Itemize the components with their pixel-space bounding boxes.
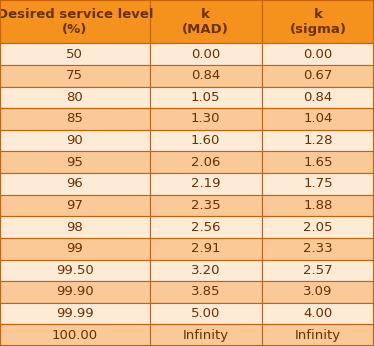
Text: 2.35: 2.35	[191, 199, 221, 212]
Text: 1.65: 1.65	[303, 156, 332, 169]
Text: 2.19: 2.19	[191, 177, 220, 190]
Text: 0.00: 0.00	[191, 47, 220, 61]
Text: 99.50: 99.50	[56, 264, 94, 277]
Text: 2.57: 2.57	[303, 264, 333, 277]
Bar	[150, 216, 262, 238]
Bar	[0, 238, 150, 260]
Bar	[262, 325, 374, 346]
Text: 0.67: 0.67	[303, 69, 332, 82]
Bar	[150, 108, 262, 130]
Text: 2.05: 2.05	[303, 220, 332, 234]
Bar	[0, 173, 150, 194]
Bar	[150, 0, 262, 43]
Text: 99: 99	[67, 242, 83, 255]
Bar	[0, 281, 150, 303]
Text: 2.91: 2.91	[191, 242, 220, 255]
Bar	[150, 43, 262, 65]
Text: Infinity: Infinity	[183, 329, 229, 342]
Bar	[0, 108, 150, 130]
Bar	[150, 303, 262, 325]
Text: 99.90: 99.90	[56, 285, 94, 299]
Bar	[150, 194, 262, 216]
Text: 0.84: 0.84	[191, 69, 220, 82]
Text: 75: 75	[66, 69, 83, 82]
Text: 2.33: 2.33	[303, 242, 333, 255]
Bar	[262, 216, 374, 238]
Text: 1.60: 1.60	[191, 134, 220, 147]
Text: 97: 97	[66, 199, 83, 212]
Bar	[0, 260, 150, 281]
Text: 98: 98	[67, 220, 83, 234]
Text: 3.20: 3.20	[191, 264, 220, 277]
Bar	[262, 108, 374, 130]
Bar	[0, 325, 150, 346]
Bar	[262, 152, 374, 173]
Bar	[262, 194, 374, 216]
Text: 5.00: 5.00	[191, 307, 220, 320]
Text: k
(MAD): k (MAD)	[182, 8, 229, 36]
Bar	[150, 130, 262, 152]
Bar	[150, 65, 262, 86]
Bar	[0, 130, 150, 152]
Text: 1.30: 1.30	[191, 112, 220, 126]
Text: 50: 50	[66, 47, 83, 61]
Bar	[150, 173, 262, 194]
Bar	[262, 86, 374, 108]
Text: 96: 96	[67, 177, 83, 190]
Text: 99.99: 99.99	[56, 307, 94, 320]
Text: 95: 95	[66, 156, 83, 169]
Text: 80: 80	[67, 91, 83, 104]
Text: 1.05: 1.05	[191, 91, 220, 104]
Text: Desired service level
(%): Desired service level (%)	[0, 8, 153, 36]
Bar	[262, 173, 374, 194]
Bar	[0, 43, 150, 65]
Text: k
(sigma): k (sigma)	[289, 8, 346, 36]
Bar	[0, 152, 150, 173]
Bar	[0, 86, 150, 108]
Bar	[262, 0, 374, 43]
Bar	[0, 194, 150, 216]
Bar	[262, 281, 374, 303]
Text: 1.88: 1.88	[303, 199, 332, 212]
Bar	[150, 152, 262, 173]
Bar	[150, 238, 262, 260]
Bar	[262, 260, 374, 281]
Bar	[262, 303, 374, 325]
Bar	[262, 43, 374, 65]
Bar	[262, 238, 374, 260]
Text: 90: 90	[67, 134, 83, 147]
Bar	[0, 216, 150, 238]
Text: Infinity: Infinity	[295, 329, 341, 342]
Bar	[150, 260, 262, 281]
Text: 2.56: 2.56	[191, 220, 220, 234]
Text: 0.84: 0.84	[303, 91, 332, 104]
Bar	[0, 65, 150, 86]
Text: 4.00: 4.00	[303, 307, 332, 320]
Text: 1.28: 1.28	[303, 134, 332, 147]
Text: 3.09: 3.09	[303, 285, 332, 299]
Bar	[150, 86, 262, 108]
Text: 1.75: 1.75	[303, 177, 333, 190]
Text: 3.85: 3.85	[191, 285, 220, 299]
Bar	[262, 65, 374, 86]
Bar	[150, 325, 262, 346]
Text: 2.06: 2.06	[191, 156, 220, 169]
Bar	[0, 0, 150, 43]
Bar	[0, 303, 150, 325]
Bar	[262, 130, 374, 152]
Bar	[150, 281, 262, 303]
Text: 0.00: 0.00	[303, 47, 332, 61]
Text: 1.04: 1.04	[303, 112, 332, 126]
Text: 85: 85	[66, 112, 83, 126]
Text: 100.00: 100.00	[52, 329, 98, 342]
